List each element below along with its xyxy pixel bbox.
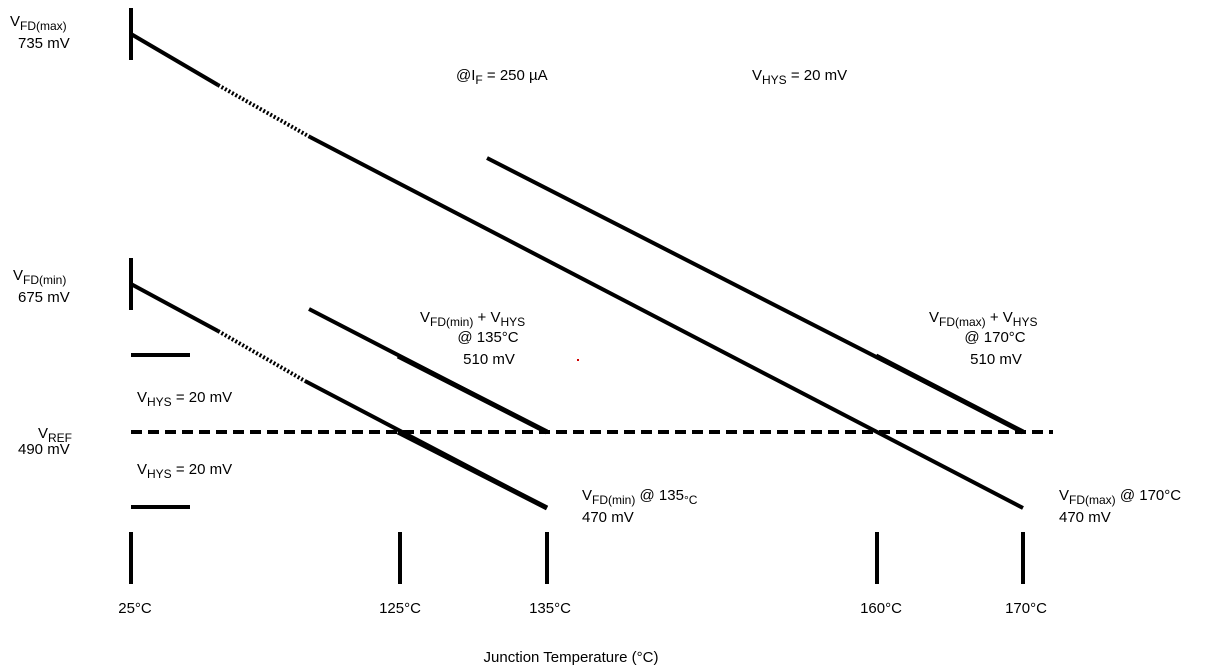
min-plus-hys-value: 510 mV: [463, 351, 515, 368]
temp-label-170: 170°C: [1005, 600, 1047, 617]
max-at-170-label: VFD(max) @ 170°C: [1059, 487, 1181, 507]
min-plus-hys-temp: @ 135°C: [457, 329, 518, 346]
min-at-135-label: VFD(min) @ 135°C: [582, 487, 698, 507]
vfd-min-plus-hys-line-bold: [396, 353, 549, 435]
vhys-lower-label: VHYS = 20 mV: [137, 461, 232, 481]
vfd-min-line-dotted: [217, 329, 306, 383]
vfd-min-line-bold: [396, 429, 549, 511]
max-plus-hys-label: VFD(max) + VHYS: [929, 309, 1037, 329]
vref-label: VREF: [38, 425, 72, 445]
vhys-upper-label: VHYS = 20 mV: [137, 389, 232, 409]
max-plus-hys-temp: @ 170°C: [964, 329, 1025, 346]
vfd-max-plus-hys-line-bold: [874, 353, 1025, 435]
temp-label-135: 135°C: [529, 600, 571, 617]
temp-label-160: 160°C: [860, 600, 902, 617]
vfd-max-line-a: [129, 32, 220, 87]
vfd-min-value: 675 mV: [18, 289, 70, 306]
max-plus-hys-value: 510 mV: [970, 351, 1022, 368]
min-at-135-value: 470 mV: [582, 509, 634, 526]
vref-value: 490 mV: [18, 441, 70, 458]
if-condition-label: @IF = 250 µA: [456, 67, 548, 87]
temp-label-125: 125°C: [379, 600, 421, 617]
vfd-min-label: VFD(min): [13, 267, 66, 287]
vfd-max-line-dotted: [217, 83, 311, 139]
red-marker-dot: [577, 359, 579, 361]
vhys-top-label: VHYS = 20 mV: [752, 67, 847, 87]
vfd-max-line-b: [309, 135, 1024, 510]
min-plus-hys-label: VFD(min) + VHYS: [420, 309, 525, 329]
temp-label-25: 25°C: [118, 600, 152, 617]
vfd-max-label: VFD(max): [10, 13, 67, 33]
vfd-min-line-a: [130, 282, 219, 333]
vfd-max-value: 735 mV: [18, 35, 70, 52]
x-axis-title: Junction Temperature (°C): [484, 649, 659, 666]
max-at-170-value: 470 mV: [1059, 509, 1111, 526]
